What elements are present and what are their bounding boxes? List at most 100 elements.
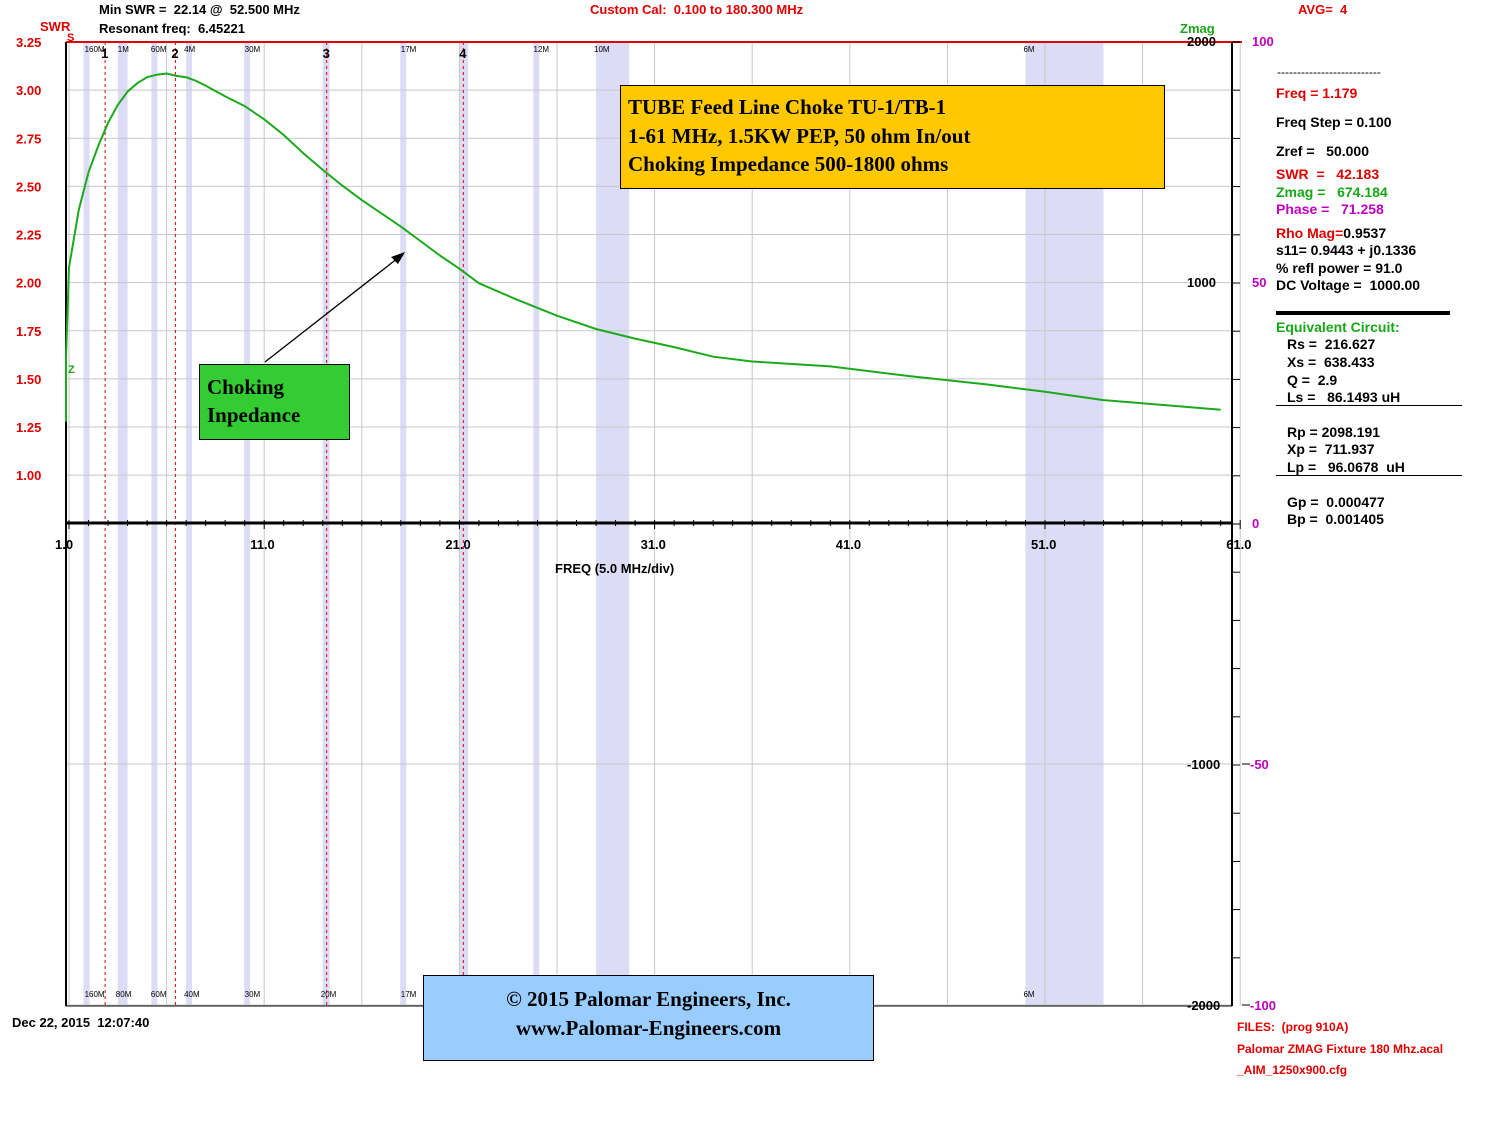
swr-tick-label: 2.75 xyxy=(16,131,41,146)
resonant-freq-readout: Resonant freq: 6.45221 xyxy=(99,21,245,36)
readout-lp: Lp = 96.0678 uH xyxy=(1287,459,1405,475)
top-band-label: 12M xyxy=(534,45,550,54)
top-band-label: 30M xyxy=(245,45,261,54)
bottom-band-label: 30M xyxy=(245,990,261,999)
title-line-1: TUBE Feed Line Choke TU-1/TB-1 xyxy=(628,95,947,119)
marker-label-3: 3 xyxy=(323,46,330,61)
title-line-3: Choking Impedance 500-1800 ohms xyxy=(628,152,949,176)
zmag-tick-label: 1000 xyxy=(1187,275,1216,290)
zmag-tick-label: 2000 xyxy=(1187,34,1216,49)
website-line: www.Palomar-Engineers.com xyxy=(515,1016,782,1040)
x-tick-label: 21.0 xyxy=(445,537,470,552)
top-band-label: 60M xyxy=(151,45,167,54)
files-line-3: _AIM_1250x900.cfg xyxy=(1237,1063,1348,1077)
annotation-arrowhead xyxy=(391,252,405,264)
phase-tick-label: 100 xyxy=(1252,34,1274,49)
readout-refl-power: % refl power = 91.0 xyxy=(1276,260,1403,276)
readout-divider xyxy=(1276,311,1450,315)
marker-label-4: 4 xyxy=(459,46,467,61)
readout-equiv-circuit: Equivalent Circuit: xyxy=(1276,319,1400,335)
bottom-band-label: 20M xyxy=(321,990,337,999)
swr-tick-label: 3.25 xyxy=(16,35,41,50)
x-axis-title: FREQ (5.0 MHz/div) xyxy=(555,561,674,576)
title-line-2: 1-61 MHz, 1.5KW PEP, 50 ohm In/out xyxy=(628,124,971,148)
bottom-band-label: 6M xyxy=(1023,990,1034,999)
readout-rp: Rp = 2098.191 xyxy=(1287,424,1381,440)
bottom-band-label: 40M xyxy=(184,990,200,999)
custom-cal-readout: Custom Cal: 0.100 to 180.300 MHz xyxy=(590,2,804,17)
rho-mag-value: 0.9537 xyxy=(1343,225,1387,241)
zmag-tick-label: -2000 xyxy=(1187,998,1220,1013)
swr-tick-label: 3.00 xyxy=(16,83,41,98)
x-tick-label: 11.0 xyxy=(250,537,275,552)
readout-rs: Rs = 216.627 xyxy=(1287,336,1376,352)
copyright-line: © 2015 Palomar Engineers, Inc. xyxy=(506,987,791,1011)
phase-tick-label: -100 xyxy=(1250,998,1276,1013)
readout-zmag: Zmag = 674.184 xyxy=(1276,184,1388,200)
x-tick-label: 31.0 xyxy=(641,537,666,552)
readout-freq: Freq = 1.179 xyxy=(1276,85,1358,101)
top-band-label: 4M xyxy=(184,45,195,54)
readout-q: Q = 2.9 xyxy=(1287,372,1338,388)
marker-label-1: 1 xyxy=(101,46,108,61)
files-line-2: Palomar ZMAG Fixture 180 Mhz.acal xyxy=(1237,1042,1444,1056)
readout-freq-step: Freq Step = 0.100 xyxy=(1276,114,1392,130)
top-band-label: 6M xyxy=(1023,45,1034,54)
choking-annotation-box: Choking Inpedance xyxy=(199,364,350,440)
readout-swr: SWR = 42.183 xyxy=(1276,166,1380,182)
z-origin-marker: Z xyxy=(68,364,75,376)
avg-readout: AVG= 4 xyxy=(1298,2,1348,17)
min-swr-readout: Min SWR = 22.14 @ 52.500 MHz xyxy=(99,2,300,17)
zmag-series-line xyxy=(65,72,1221,422)
readout-gp: Gp = 0.000477 xyxy=(1287,494,1385,510)
readout-rule-1 xyxy=(1276,405,1462,406)
top-band-label: 1M xyxy=(118,45,129,54)
bottom-band-label: 80M xyxy=(116,990,132,999)
readout-dc-voltage: DC Voltage = 1000.00 xyxy=(1276,277,1421,293)
series-layer xyxy=(65,72,1221,422)
x-tick-label: 51.0 xyxy=(1031,537,1056,552)
tick-labels-layer: 1.0 11.0 21.0 31.0 41.0 51.0 61.0 FREQ (5.0 MHz… xyxy=(16,34,1276,1013)
readout-zref: Zref = 50.000 xyxy=(1276,143,1370,159)
swr-axis-title: SWR xyxy=(40,19,71,34)
readout-s11: s11= 0.9443 + j0.1336 xyxy=(1276,242,1417,258)
readout-rho-mag: Rho Mag=0.9537 xyxy=(1276,226,1386,240)
annotation-arrow-line xyxy=(264,257,399,363)
swr-axis-subtitle: S xyxy=(67,32,75,44)
swr-tick-label: 2.00 xyxy=(16,276,41,291)
annotation-line-2: Inpedance xyxy=(207,403,301,427)
x-tick-label: 41.0 xyxy=(836,537,861,552)
phase-tick-label: -50 xyxy=(1250,757,1269,772)
swr-tick-label: 1.75 xyxy=(16,324,41,339)
readout-ls: Ls = 86.1493 uH xyxy=(1287,389,1401,405)
annotation-line-1: Choking xyxy=(207,375,285,399)
title-box: TUBE Feed Line Choke TU-1/TB-1 1-61 MHz,… xyxy=(620,85,1165,189)
bottom-band-label: 160M xyxy=(85,990,105,999)
bottom-band-label: 17M xyxy=(401,990,417,999)
phase-tick-label: 50 xyxy=(1252,275,1266,290)
x-tick-label: 1.0 xyxy=(55,537,73,552)
marker-label-2: 2 xyxy=(171,46,178,61)
copyright-box: © 2015 Palomar Engineers, Inc. www.Palom… xyxy=(423,975,874,1061)
swr-tick-label: 1.00 xyxy=(16,468,41,483)
readout-phase: Phase = 71.258 xyxy=(1276,201,1384,217)
swr-tick-label: 1.50 xyxy=(16,372,41,387)
x-tick-label: 61.0 xyxy=(1226,537,1251,552)
top-band-label: 10M xyxy=(594,45,610,54)
swr-tick-label: 2.50 xyxy=(16,179,41,194)
bottom-band-label: 60M xyxy=(151,990,167,999)
rho-mag-label: Rho Mag= xyxy=(1276,225,1344,241)
phase-tick-label: 0 xyxy=(1252,516,1259,531)
annotation-arrow-layer xyxy=(264,252,405,363)
readout-bp: Bp = 0.001405 xyxy=(1287,511,1384,527)
readout-rule-2 xyxy=(1276,475,1462,476)
top-band-label: 17M xyxy=(401,45,417,54)
readout-xp: Xp = 711.937 xyxy=(1287,441,1375,457)
zmag-tick-label: -1000 xyxy=(1187,757,1220,772)
readout-xs: Xs = 638.433 xyxy=(1287,354,1375,370)
top-band-label: 160M xyxy=(85,45,105,54)
datestamp: Dec 22, 2015 12:07:40 xyxy=(12,1015,150,1030)
files-line-1: FILES: (prog 910A) xyxy=(1237,1020,1349,1034)
swr-tick-label: 1.25 xyxy=(16,420,41,435)
